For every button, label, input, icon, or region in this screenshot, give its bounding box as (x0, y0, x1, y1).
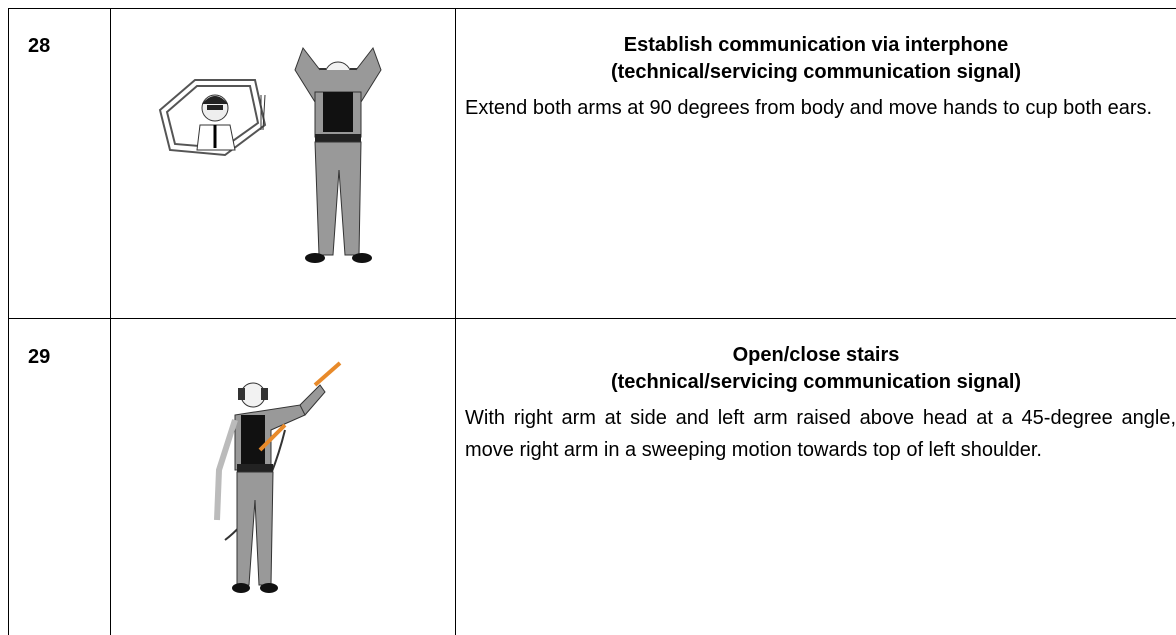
title-line: Open/close stairs (732, 344, 900, 366)
row-divider (8, 318, 1176, 319)
subtitle-line: (technical/servicing communication signa… (610, 371, 1022, 393)
signal-title: Open/close stairs (technical/servicing co… (456, 342, 1176, 396)
row-number: 28 (28, 35, 51, 57)
table-border (8, 8, 1176, 9)
column-divider (8, 8, 9, 635)
column-divider (455, 8, 456, 635)
subtitle-line: (technical/servicing communication signa… (610, 61, 1022, 83)
row-number: 29 (28, 346, 51, 368)
illustration (214, 361, 342, 593)
title-line: Establish communication via interphone (623, 34, 1009, 56)
signal-title: Establish communication via interphone (t… (456, 32, 1176, 86)
illustration (158, 46, 382, 263)
signal-description: Extend both arms at 90 degrees from body… (465, 97, 1153, 119)
signal-description: With right arm at side and left arm rais… (465, 407, 1176, 461)
column-divider (110, 8, 111, 635)
